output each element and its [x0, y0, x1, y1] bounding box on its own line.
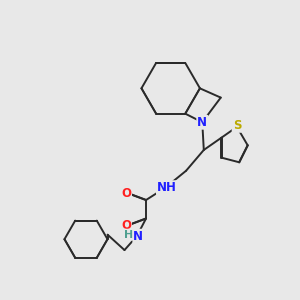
Text: N: N: [134, 230, 143, 243]
Text: O: O: [121, 187, 131, 200]
Text: O: O: [121, 219, 131, 232]
Text: H: H: [124, 230, 134, 240]
Text: S: S: [233, 119, 241, 132]
Text: NH: NH: [157, 181, 177, 194]
Text: N: N: [197, 116, 207, 129]
